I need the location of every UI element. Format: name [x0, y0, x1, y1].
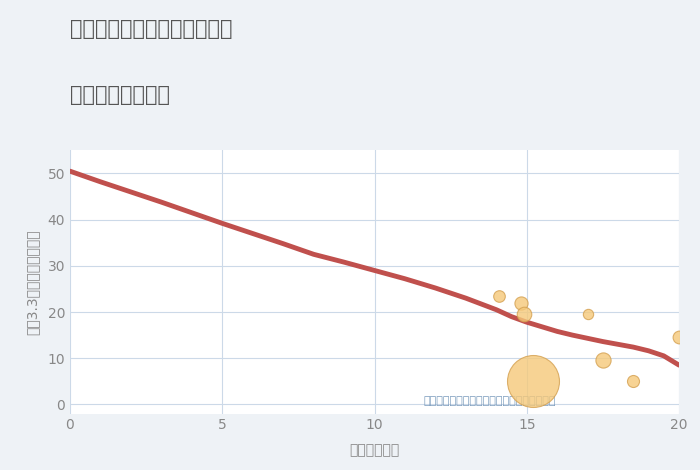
- Y-axis label: 坪（3.3㎡）単価（万円）: 坪（3.3㎡）単価（万円）: [25, 229, 39, 335]
- Point: [518, 311, 529, 318]
- Point: [628, 377, 639, 385]
- Point: [582, 311, 594, 318]
- Point: [597, 357, 608, 364]
- Point: [494, 292, 505, 299]
- Point: [673, 334, 685, 341]
- Point: [527, 377, 538, 385]
- Point: [515, 299, 526, 306]
- X-axis label: 駅距離（分）: 駅距離（分）: [349, 444, 400, 458]
- Text: 円の大きさは、取引のあった物件面積を示す: 円の大きさは、取引のあった物件面積を示す: [424, 396, 556, 406]
- Text: 駅距離別土地価格: 駅距離別土地価格: [70, 85, 170, 105]
- Text: 福岡県筑紫野市むさしヶ丘の: 福岡県筑紫野市むさしヶ丘の: [70, 19, 232, 39]
